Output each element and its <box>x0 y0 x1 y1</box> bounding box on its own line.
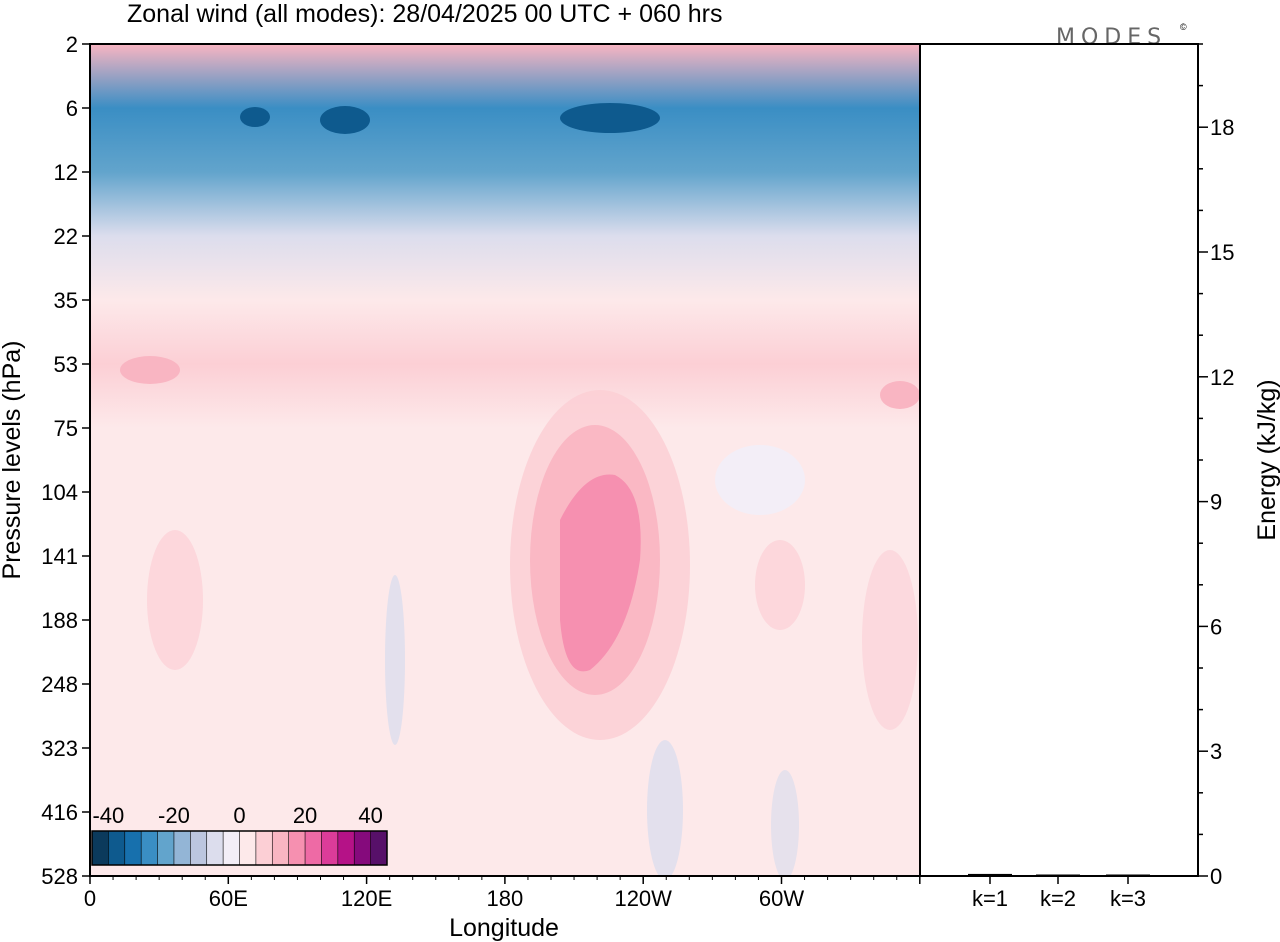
chart-title: Zonal wind (all modes): 28/04/2025 00 UT… <box>127 0 722 28</box>
jet-core-1 <box>560 103 660 133</box>
colorbar-tick-label: -40 <box>92 803 124 828</box>
y-tick-label: 323 <box>41 736 78 761</box>
energy-tick-label: 15 <box>1210 240 1234 265</box>
y-tick-label: 6 <box>66 96 78 121</box>
colorbar-swatch <box>255 831 273 865</box>
x-tick-label: 120E <box>341 886 392 911</box>
jet-core-3 <box>240 107 270 127</box>
colorbar-tick-label: 40 <box>358 803 382 828</box>
positive-patch-left <box>120 356 180 384</box>
colorbar-tick-label: 0 <box>233 803 245 828</box>
positive-patch-lower-right <box>755 540 805 630</box>
colorbar-swatch <box>370 831 388 865</box>
x-tick-label: 60W <box>759 886 804 911</box>
energy-bar <box>1036 874 1080 876</box>
positive-patch-lower-left <box>147 530 203 670</box>
y-tick-label: 528 <box>41 864 78 889</box>
colorbar-swatch <box>288 831 306 865</box>
y-tick-label: 22 <box>54 224 78 249</box>
y-tick-label: 416 <box>41 800 78 825</box>
colorbar-swatch <box>190 831 208 865</box>
x-axis: 0 60E 120E 180 120W 60W <box>84 876 921 911</box>
y-tick-label: 188 <box>41 608 78 633</box>
colorbar-swatch <box>272 831 289 865</box>
colorbar-swatch <box>321 831 339 865</box>
weak-negative-patch <box>715 445 805 515</box>
x-axis-label: Longitude <box>449 914 559 942</box>
energy-bar <box>968 873 1012 876</box>
colorbar-swatch <box>157 831 175 865</box>
positive-patch-far-right <box>862 550 918 730</box>
x-tick-label: 180 <box>487 886 524 911</box>
y-tick-label: 104 <box>41 480 78 505</box>
energy-tick-label: 12 <box>1210 365 1234 390</box>
y-tick-label: 53 <box>54 352 78 377</box>
heatmap-area <box>90 44 920 876</box>
colorbar-tick-label: 20 <box>293 803 317 828</box>
brand-logo: MODES <box>1056 25 1167 50</box>
y-tick-label: 12 <box>54 160 78 185</box>
colorbar-tick-label: -20 <box>158 803 190 828</box>
colorbar-swatch <box>141 831 158 865</box>
y-tick-label: 248 <box>41 672 78 697</box>
x-tick-label: 0 <box>84 886 96 911</box>
y-tick-label: 75 <box>54 416 78 441</box>
negative-patch-bottom <box>647 740 683 876</box>
colorbar-swatch <box>206 831 224 865</box>
positive-patch-right <box>880 381 920 409</box>
energy-category-label: k=1 <box>972 886 1008 911</box>
colorbar-swatch <box>108 831 126 865</box>
brand-mark: © <box>1180 22 1187 32</box>
y-axis: 2 6 12 22 35 53 75 104 141 188 248 323 416 528 <box>41 32 90 889</box>
energy-tick-label: 0 <box>1210 864 1222 889</box>
negative-patch-lower <box>385 575 405 745</box>
colorbar-swatch <box>223 831 240 865</box>
negative-patch-bottom-right <box>771 770 799 876</box>
y-tick-label: 141 <box>41 544 78 569</box>
energy-panel-frame <box>919 43 1199 877</box>
colorbar-swatch <box>92 831 109 865</box>
energy-tick-label: 3 <box>1210 739 1222 764</box>
colorbar-swatch <box>354 831 371 865</box>
energy-tick-label: 6 <box>1210 614 1222 639</box>
jet-core-2 <box>320 106 370 134</box>
colorbar-swatch <box>239 831 257 865</box>
x-tick-label: 120W <box>614 886 672 911</box>
energy-bars: k=1 k=2 k=3 <box>968 873 1150 911</box>
y-tick-label: 2 <box>66 32 78 57</box>
energy-tick-label: 9 <box>1210 490 1222 515</box>
energy-bar <box>1106 874 1150 876</box>
contour-features <box>120 103 920 876</box>
colorbar-swatch <box>124 831 142 865</box>
y-axis-label: Pressure levels (hPa) <box>0 341 26 580</box>
colorbar-swatch <box>337 831 355 865</box>
y-tick-label: 35 <box>54 288 78 313</box>
energy-axis: 0 3 6 9 12 15 18 <box>1198 43 1234 889</box>
energy-category-label: k=2 <box>1040 886 1076 911</box>
energy-tick-label: 18 <box>1210 115 1234 140</box>
colorbar-swatch <box>305 831 322 865</box>
x-tick-label: 60E <box>209 886 248 911</box>
energy-axis-label: Energy (kJ/kg) <box>1253 379 1280 540</box>
colorbar: -40 -20 0 20 40 <box>91 803 388 866</box>
energy-category-label: k=3 <box>1110 886 1146 911</box>
positive-anomaly-core <box>560 474 641 672</box>
colorbar-swatch <box>173 831 191 865</box>
